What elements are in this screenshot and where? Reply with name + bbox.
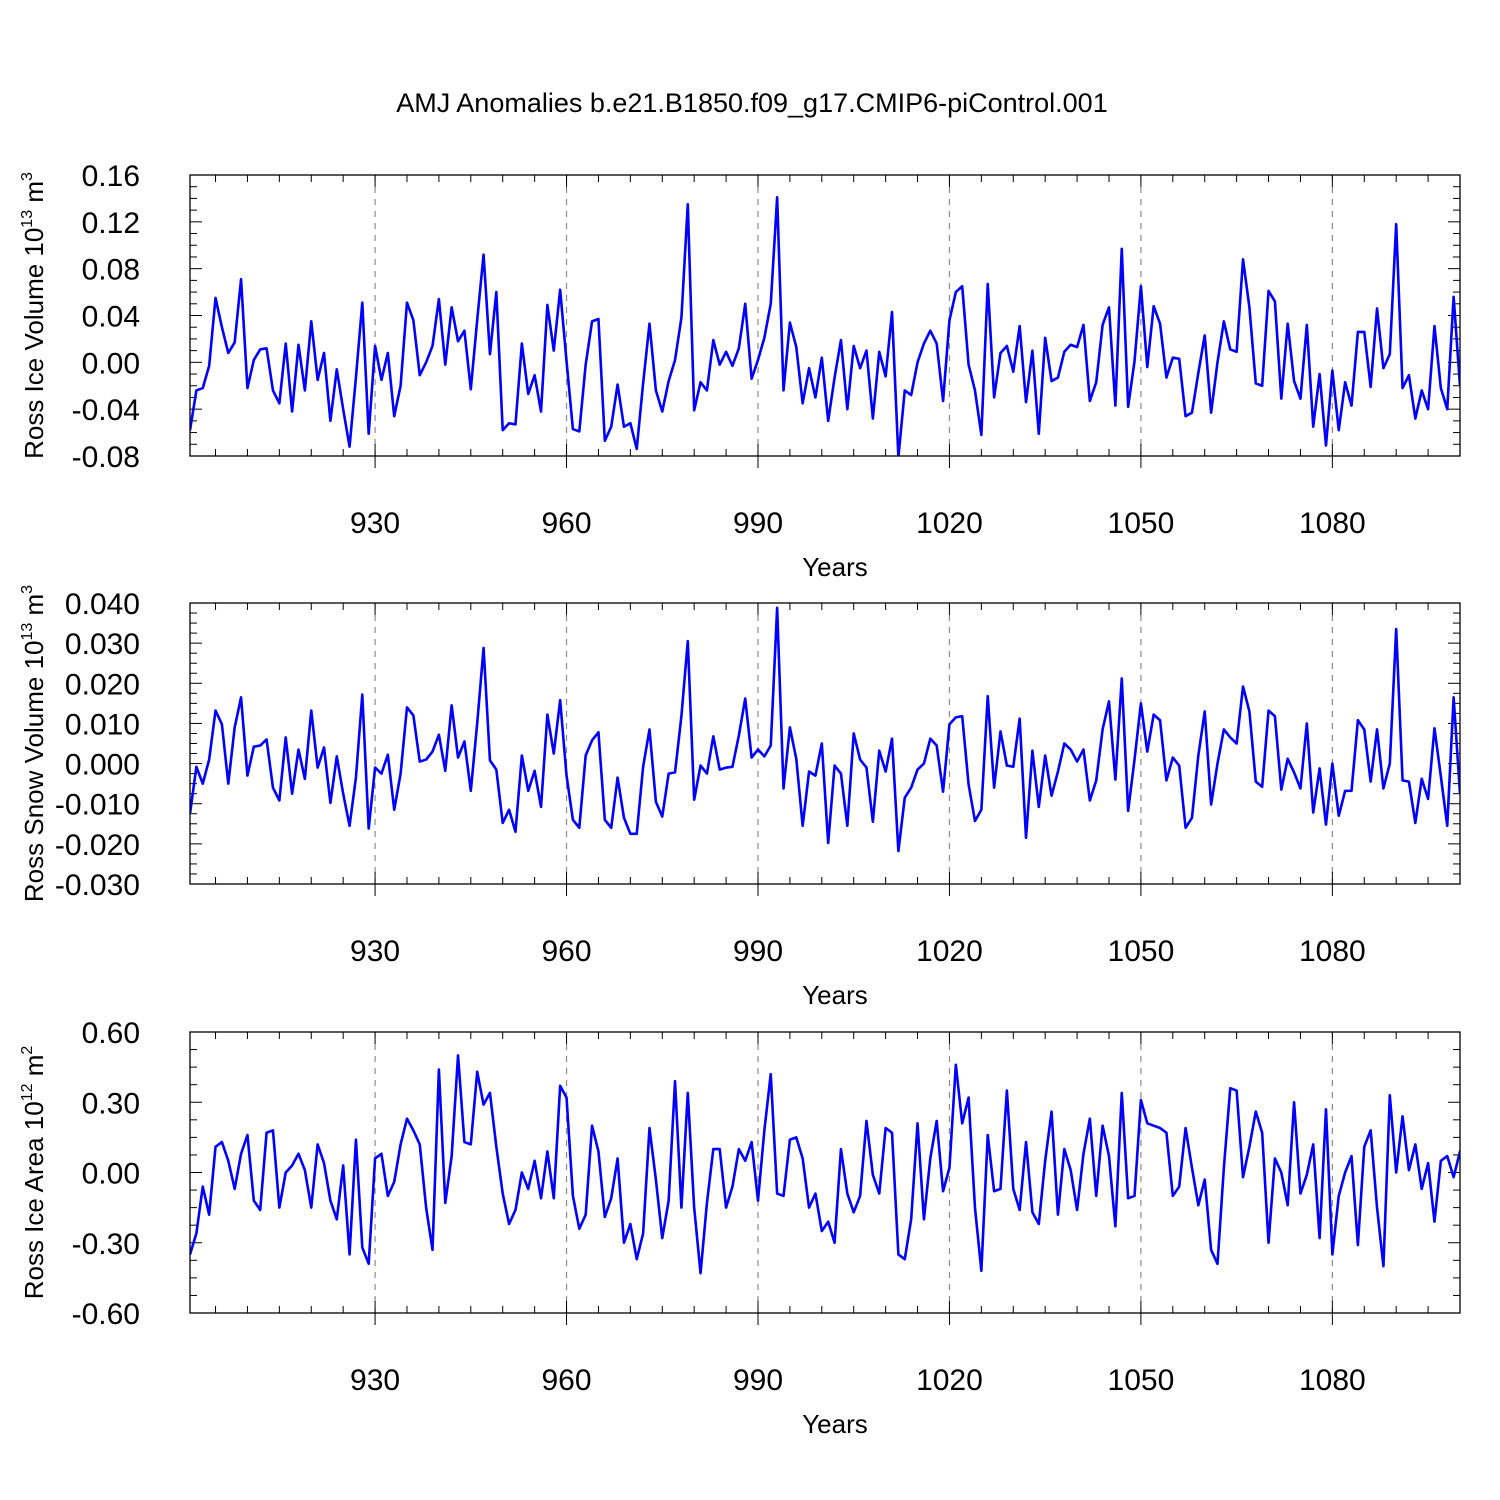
y-tick-label: 0.12 (82, 207, 140, 240)
y-axis-label: Ross Ice Area 1012 m2 (19, 1046, 49, 1300)
y-tick-label: 0.040 (65, 588, 140, 621)
y-tick-label: 0.08 (82, 254, 140, 287)
y-tick-label: 0.020 (65, 668, 140, 701)
x-tick-label: 990 (733, 935, 783, 968)
x-tick-label: 1050 (1108, 1364, 1175, 1397)
x-tick-label: 930 (350, 935, 400, 968)
x-tick-label: 960 (542, 1364, 592, 1397)
x-tick-label: 1080 (1299, 935, 1366, 968)
y-tick-label: 0.16 (82, 160, 140, 193)
y-tick-label: 0.000 (65, 749, 140, 782)
x-tick-label: 930 (350, 1364, 400, 1397)
x-tick-label: 1050 (1108, 507, 1175, 540)
panels: -0.08 -0.04 0.00 0.04 0.08 0.12 0.16 930 960 990 1… (19, 160, 1461, 1439)
x-axis-label: Years (802, 1409, 868, 1439)
chart-title: AMJ Anomalies b.e21.B1850.f09_g17.CMIP6-… (396, 88, 1107, 118)
x-tick-label: 990 (733, 507, 783, 540)
y-tick-label: -0.30 (72, 1228, 140, 1261)
plot-frame (189, 174, 1461, 457)
y-tick-label: 0.00 (82, 347, 140, 380)
x-tick-label: 1020 (916, 1364, 983, 1397)
y-tick-label: -0.030 (55, 869, 140, 902)
y-tick-label: -0.010 (55, 789, 140, 822)
y-axis-label: Ross Ice Volume 1013 m3 (19, 172, 49, 459)
x-tick-label: 1020 (916, 507, 983, 540)
y-tick-label: 0.30 (82, 1087, 140, 1120)
y-axis-label: Ross Snow Volume 1013 m3 (19, 585, 49, 902)
x-tick-label: 960 (542, 507, 592, 540)
panel-3: -0.60 -0.30 0.00 0.30 0.60 930 960 990 1020 1050 1… (19, 1017, 1461, 1439)
y-tick-label: -0.020 (55, 829, 140, 862)
y-tick-label: 0.04 (82, 301, 140, 334)
x-tick-label: 1080 (1299, 507, 1366, 540)
panel-2: -0.030 -0.020 -0.010 0.000 0.010 0.020 0.030 0.… (19, 585, 1461, 1010)
plot-frame (189, 1031, 1461, 1314)
plot-frame (189, 602, 1461, 885)
x-axis-label: Years (802, 980, 868, 1010)
x-tick-label: 1020 (916, 935, 983, 968)
x-axis-label: Years (802, 552, 868, 582)
y-tick-label: 0.60 (82, 1017, 140, 1050)
y-tick-label: -0.04 (72, 394, 140, 427)
x-tick-label: 960 (542, 935, 592, 968)
y-tick-label: -0.60 (72, 1298, 140, 1331)
series-line (190, 195, 1460, 456)
y-tick-label: 0.010 (65, 708, 140, 741)
panel-1: -0.08 -0.04 0.00 0.04 0.08 0.12 0.16 930 960 990 1… (19, 160, 1461, 582)
x-tick-label: 1080 (1299, 1364, 1366, 1397)
x-tick-label: 990 (733, 1364, 783, 1397)
x-tick-label: 1050 (1108, 935, 1175, 968)
series-line (190, 606, 1460, 853)
y-tick-label: 0.030 (65, 628, 140, 661)
y-tick-label: 0.00 (82, 1158, 140, 1191)
x-tick-label: 930 (350, 507, 400, 540)
y-tick-label: -0.08 (72, 441, 140, 474)
series-line (190, 1054, 1460, 1275)
